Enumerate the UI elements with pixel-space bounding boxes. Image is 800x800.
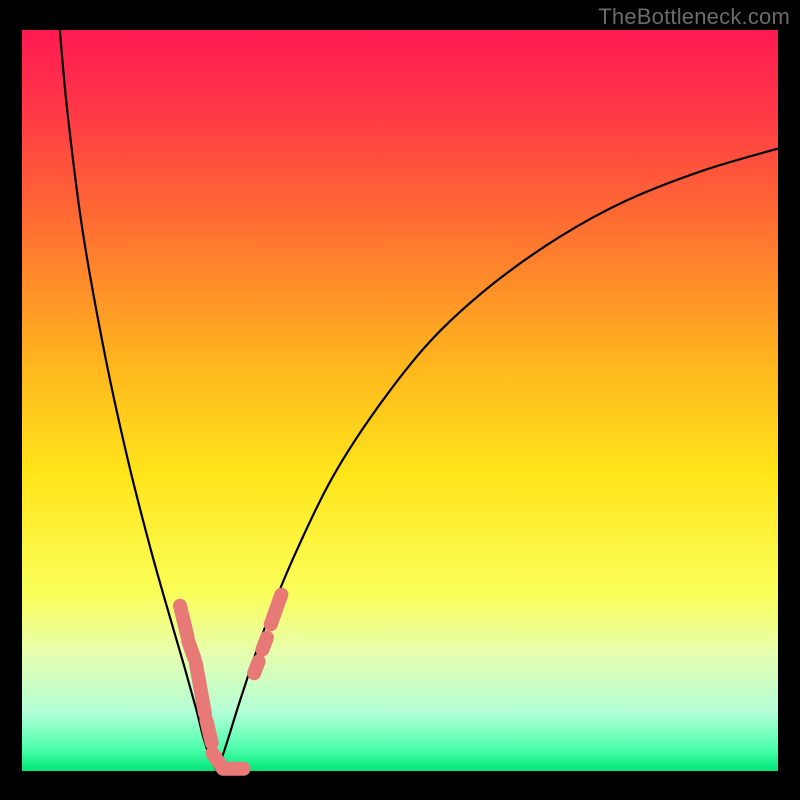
marker-segment <box>180 606 188 637</box>
bottleneck-chart <box>0 0 800 800</box>
marker-segment <box>206 721 211 743</box>
marker-segment <box>188 641 194 658</box>
watermark-text: TheBottleneck.com <box>598 4 790 30</box>
marker-segment <box>254 661 259 673</box>
marker-segment <box>271 595 282 625</box>
chart-background <box>22 30 778 771</box>
marker-segment <box>196 664 205 714</box>
marker-segment <box>262 638 267 650</box>
